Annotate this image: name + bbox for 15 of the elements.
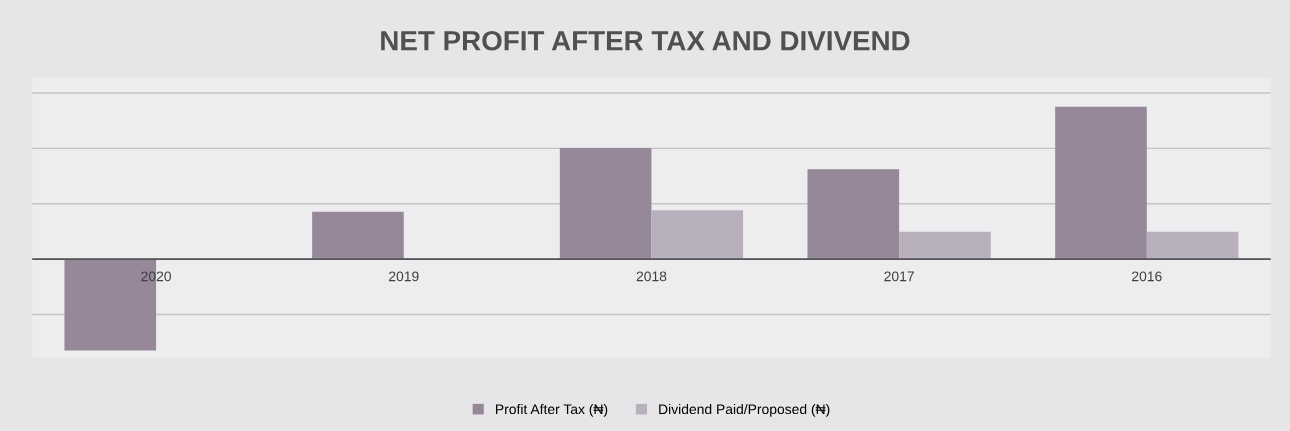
- x-tick-label: 2016: [1132, 271, 1162, 282]
- bar: [1055, 106, 1147, 260]
- bar: [651, 210, 744, 260]
- x-tick-label: 2019: [389, 271, 419, 282]
- bar: [807, 169, 900, 260]
- x-tick-label: 2018: [636, 271, 667, 282]
- bar: [312, 211, 404, 260]
- legend-label: Profit After Tax (₦): [496, 403, 608, 417]
- bar: [1146, 231, 1239, 260]
- bar: [559, 147, 652, 260]
- x-tick-label: 2017: [884, 271, 914, 282]
- x-tick-label: 2020: [141, 271, 171, 282]
- legend-label: Dividend Paid/Proposed (₦): [659, 403, 830, 417]
- chart-title: NET PROFIT AFTER TAX AND DIVIVEND: [381, 30, 910, 51]
- bar: [899, 231, 991, 260]
